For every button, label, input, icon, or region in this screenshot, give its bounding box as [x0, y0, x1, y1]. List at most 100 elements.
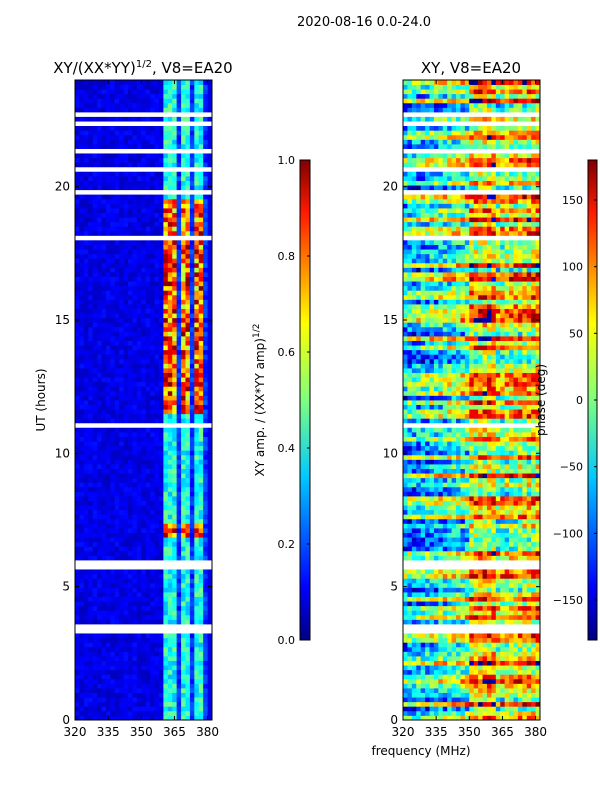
heatmap-cell [136, 258, 142, 264]
heatmap-cell [105, 368, 111, 373]
heatmap-cell [203, 646, 208, 652]
heatmap-cell [420, 637, 426, 643]
heatmap-cell [194, 509, 200, 515]
heatmap-cell [101, 496, 107, 501]
heatmap-cell [145, 144, 151, 149]
heatmap-cell [504, 610, 510, 616]
heatmap-cell [456, 573, 461, 579]
heatmap-cell [110, 573, 116, 579]
heatmap-cell [79, 317, 85, 323]
heatmap-cell [442, 642, 448, 648]
heatmap-cell [132, 409, 138, 415]
heatmap-cell [198, 162, 204, 168]
heatmap-cell [172, 409, 178, 415]
heatmap-cell [526, 610, 532, 616]
heatmap-cell [123, 208, 129, 213]
heatmap-cell [158, 601, 164, 607]
heatmap-cell [420, 669, 426, 675]
heatmap-cell [176, 176, 182, 181]
heatmap-cell [482, 596, 488, 602]
heatmap-cell [464, 610, 470, 616]
heatmap-cell [123, 669, 129, 675]
heatmap-cell [526, 651, 532, 657]
heatmap-cell [198, 276, 204, 282]
heatmap-cell [158, 134, 164, 140]
heatmap-cell [110, 688, 116, 693]
heatmap-cell [451, 701, 457, 707]
heatmap-cell [79, 646, 85, 652]
heatmap-cell [189, 157, 195, 163]
heatmap-cell [154, 322, 160, 328]
heatmap-cell [79, 683, 85, 689]
heatmap-cell [97, 93, 102, 99]
heatmap-cell [79, 130, 85, 136]
heatmap-cell [181, 660, 186, 666]
heatmap-cell [123, 162, 129, 168]
heatmap-cell [176, 633, 182, 639]
heatmap-cell [407, 592, 413, 597]
heatmap-cell [75, 185, 80, 191]
heatmap-cell [509, 688, 514, 693]
heatmap-cell [101, 660, 107, 666]
heatmap-cell [189, 313, 195, 319]
heatmap-cell [531, 660, 536, 666]
heatmap-cell [123, 249, 129, 255]
heatmap-cell [101, 578, 107, 584]
heatmap-cell [167, 427, 173, 433]
heatmap-cell [154, 304, 160, 309]
heatmap-cell [141, 642, 147, 648]
heatmap-cell [486, 697, 492, 703]
heatmap-cell [132, 445, 138, 451]
heatmap-cell [451, 692, 457, 698]
heatmap-cell [407, 610, 413, 616]
data-gap-row [75, 112, 212, 117]
heatmap-cell [176, 157, 182, 163]
heatmap-cell [128, 674, 133, 680]
heatmap-cell [110, 258, 116, 264]
heatmap-cell [198, 610, 204, 616]
heatmap-cell [88, 509, 94, 515]
heatmap-cell [517, 633, 523, 639]
heatmap-cell [141, 441, 147, 447]
heatmap-cell [110, 518, 116, 524]
heatmap-cell [185, 468, 191, 474]
heatmap-cell [92, 432, 98, 437]
heatmap-cell [486, 582, 492, 588]
heatmap-cell [75, 308, 80, 314]
heatmap-cell [194, 692, 200, 698]
heatmap-cell [101, 569, 107, 575]
heatmap-cell [167, 605, 173, 611]
heatmap-cell [176, 409, 182, 415]
heatmap-cell [185, 272, 191, 277]
heatmap-cell [101, 692, 107, 698]
heatmap-cell [75, 340, 80, 346]
heatmap-cell [194, 518, 200, 524]
heatmap-cell [411, 637, 417, 643]
heatmap-cell [438, 683, 444, 689]
heatmap-cell [207, 93, 212, 99]
heatmap-cell [158, 171, 164, 177]
heatmap-cell [158, 89, 164, 95]
heatmap-cell [88, 587, 94, 593]
heatmap-cell [101, 573, 107, 579]
heatmap-cell [88, 669, 94, 675]
heatmap-cell [79, 523, 85, 529]
heatmap-cell [176, 496, 182, 501]
heatmap-cell [194, 326, 200, 332]
heatmap-cell [141, 637, 147, 643]
heatmap-cell [203, 336, 208, 341]
heatmap-cell [150, 84, 155, 90]
heatmap-cell [75, 427, 80, 433]
heatmap-cell [198, 354, 204, 360]
heatmap-cell [526, 660, 532, 666]
heatmap-cell [433, 596, 439, 602]
heatmap-cell [513, 701, 519, 707]
heatmap-cell [83, 349, 89, 355]
heatmap-cell [119, 674, 125, 680]
heatmap-cell [119, 500, 125, 506]
heatmap-cell [158, 358, 164, 364]
heatmap-cell [442, 651, 448, 657]
heatmap-cell [167, 93, 173, 99]
heatmap-cell [150, 514, 155, 520]
heatmap-cell [495, 706, 501, 712]
